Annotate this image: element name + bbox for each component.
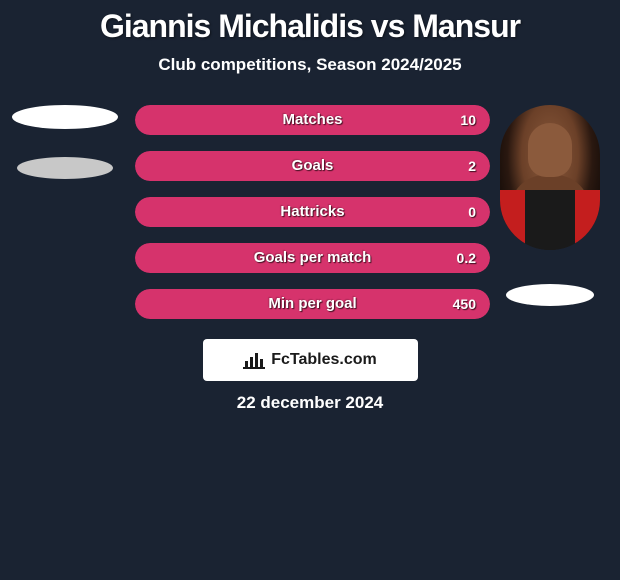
stat-bars: Matches 10 Goals 2 Hattricks 0 Goals per… (135, 105, 490, 319)
player-avatar (500, 105, 600, 250)
comparison-area: Matches 10 Goals 2 Hattricks 0 Goals per… (0, 105, 620, 319)
stat-row-matches: Matches 10 (135, 105, 490, 135)
stat-row-mpg: Min per goal 450 (135, 289, 490, 319)
stat-row-hattricks: Hattricks 0 (135, 197, 490, 227)
page-subtitle: Club competitions, Season 2024/2025 (0, 55, 620, 75)
stat-label: Goals per match (135, 243, 490, 273)
player-right-panel (490, 105, 610, 306)
stat-row-gpm: Goals per match 0.2 (135, 243, 490, 273)
stat-right-value: 0.2 (457, 243, 476, 273)
placeholder-ellipse-icon (17, 157, 113, 179)
stat-right-value: 0 (468, 197, 476, 227)
site-banner[interactable]: FcTables.com (203, 339, 418, 381)
stat-label: Goals (135, 151, 490, 181)
footer-date: 22 december 2024 (0, 393, 620, 413)
stat-row-goals: Goals 2 (135, 151, 490, 181)
stat-label: Hattricks (135, 197, 490, 227)
placeholder-ellipse-icon (506, 284, 594, 306)
player-left-panel (0, 105, 130, 179)
placeholder-ellipse-icon (12, 105, 118, 129)
stat-right-value: 10 (460, 105, 476, 135)
site-banner-text: FcTables.com (271, 351, 377, 369)
stat-label: Matches (135, 105, 490, 135)
page-title: Giannis Michalidis vs Mansur (0, 0, 620, 45)
barchart-icon (243, 351, 265, 369)
stat-right-value: 450 (453, 289, 476, 319)
stat-label: Min per goal (135, 289, 490, 319)
stat-right-value: 2 (468, 151, 476, 181)
